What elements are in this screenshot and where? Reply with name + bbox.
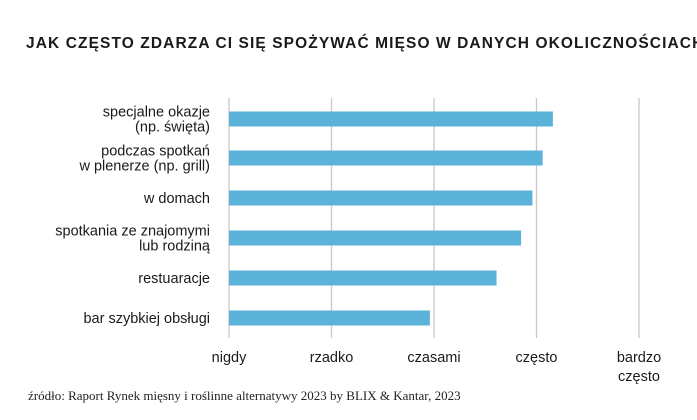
bar-1 [229, 111, 553, 127]
x-tick-label-2: rzadko [310, 350, 354, 366]
bar-6 [229, 310, 430, 326]
category-label-3: w domach [143, 191, 210, 207]
bar-4 [229, 230, 522, 246]
category-label-1: specjalne okazje (np. święta) [103, 105, 210, 136]
x-tick-label-1: nigdy [212, 350, 247, 366]
category-labels: specjalne okazje (np. święta) podczas spot… [55, 105, 211, 328]
category-label-6: bar szybkiej obsługi [83, 311, 210, 327]
bar-5 [229, 270, 497, 286]
x-tick-label-5: bardzo często [617, 350, 661, 385]
chart-title: JAK CZĘSTO ZDARZA CI SIĘ SPOŻYWAĆ MIĘSO … [26, 35, 697, 52]
bar-2 [229, 150, 543, 166]
x-tick-label-3: czasami [407, 350, 460, 366]
chart-plot: specjalne okazje (np. święta) podczas spot… [55, 98, 662, 385]
category-label-2: podczas spotkań w plenerze (np. grill) [78, 144, 210, 175]
bar-3 [229, 190, 533, 206]
x-tick-labels: nigdy rzadko czasami często bardzo często [212, 350, 662, 385]
x-tick-label-4: często [516, 350, 558, 366]
category-label-4: spotkania ze znajomymi lub rodziną [55, 224, 211, 255]
source-note: źródło: Raport Rynek mięsny i roślinne a… [28, 388, 461, 403]
gridlines [228, 98, 640, 338]
bars [229, 111, 553, 326]
category-label-5: restuaracje [138, 271, 210, 287]
